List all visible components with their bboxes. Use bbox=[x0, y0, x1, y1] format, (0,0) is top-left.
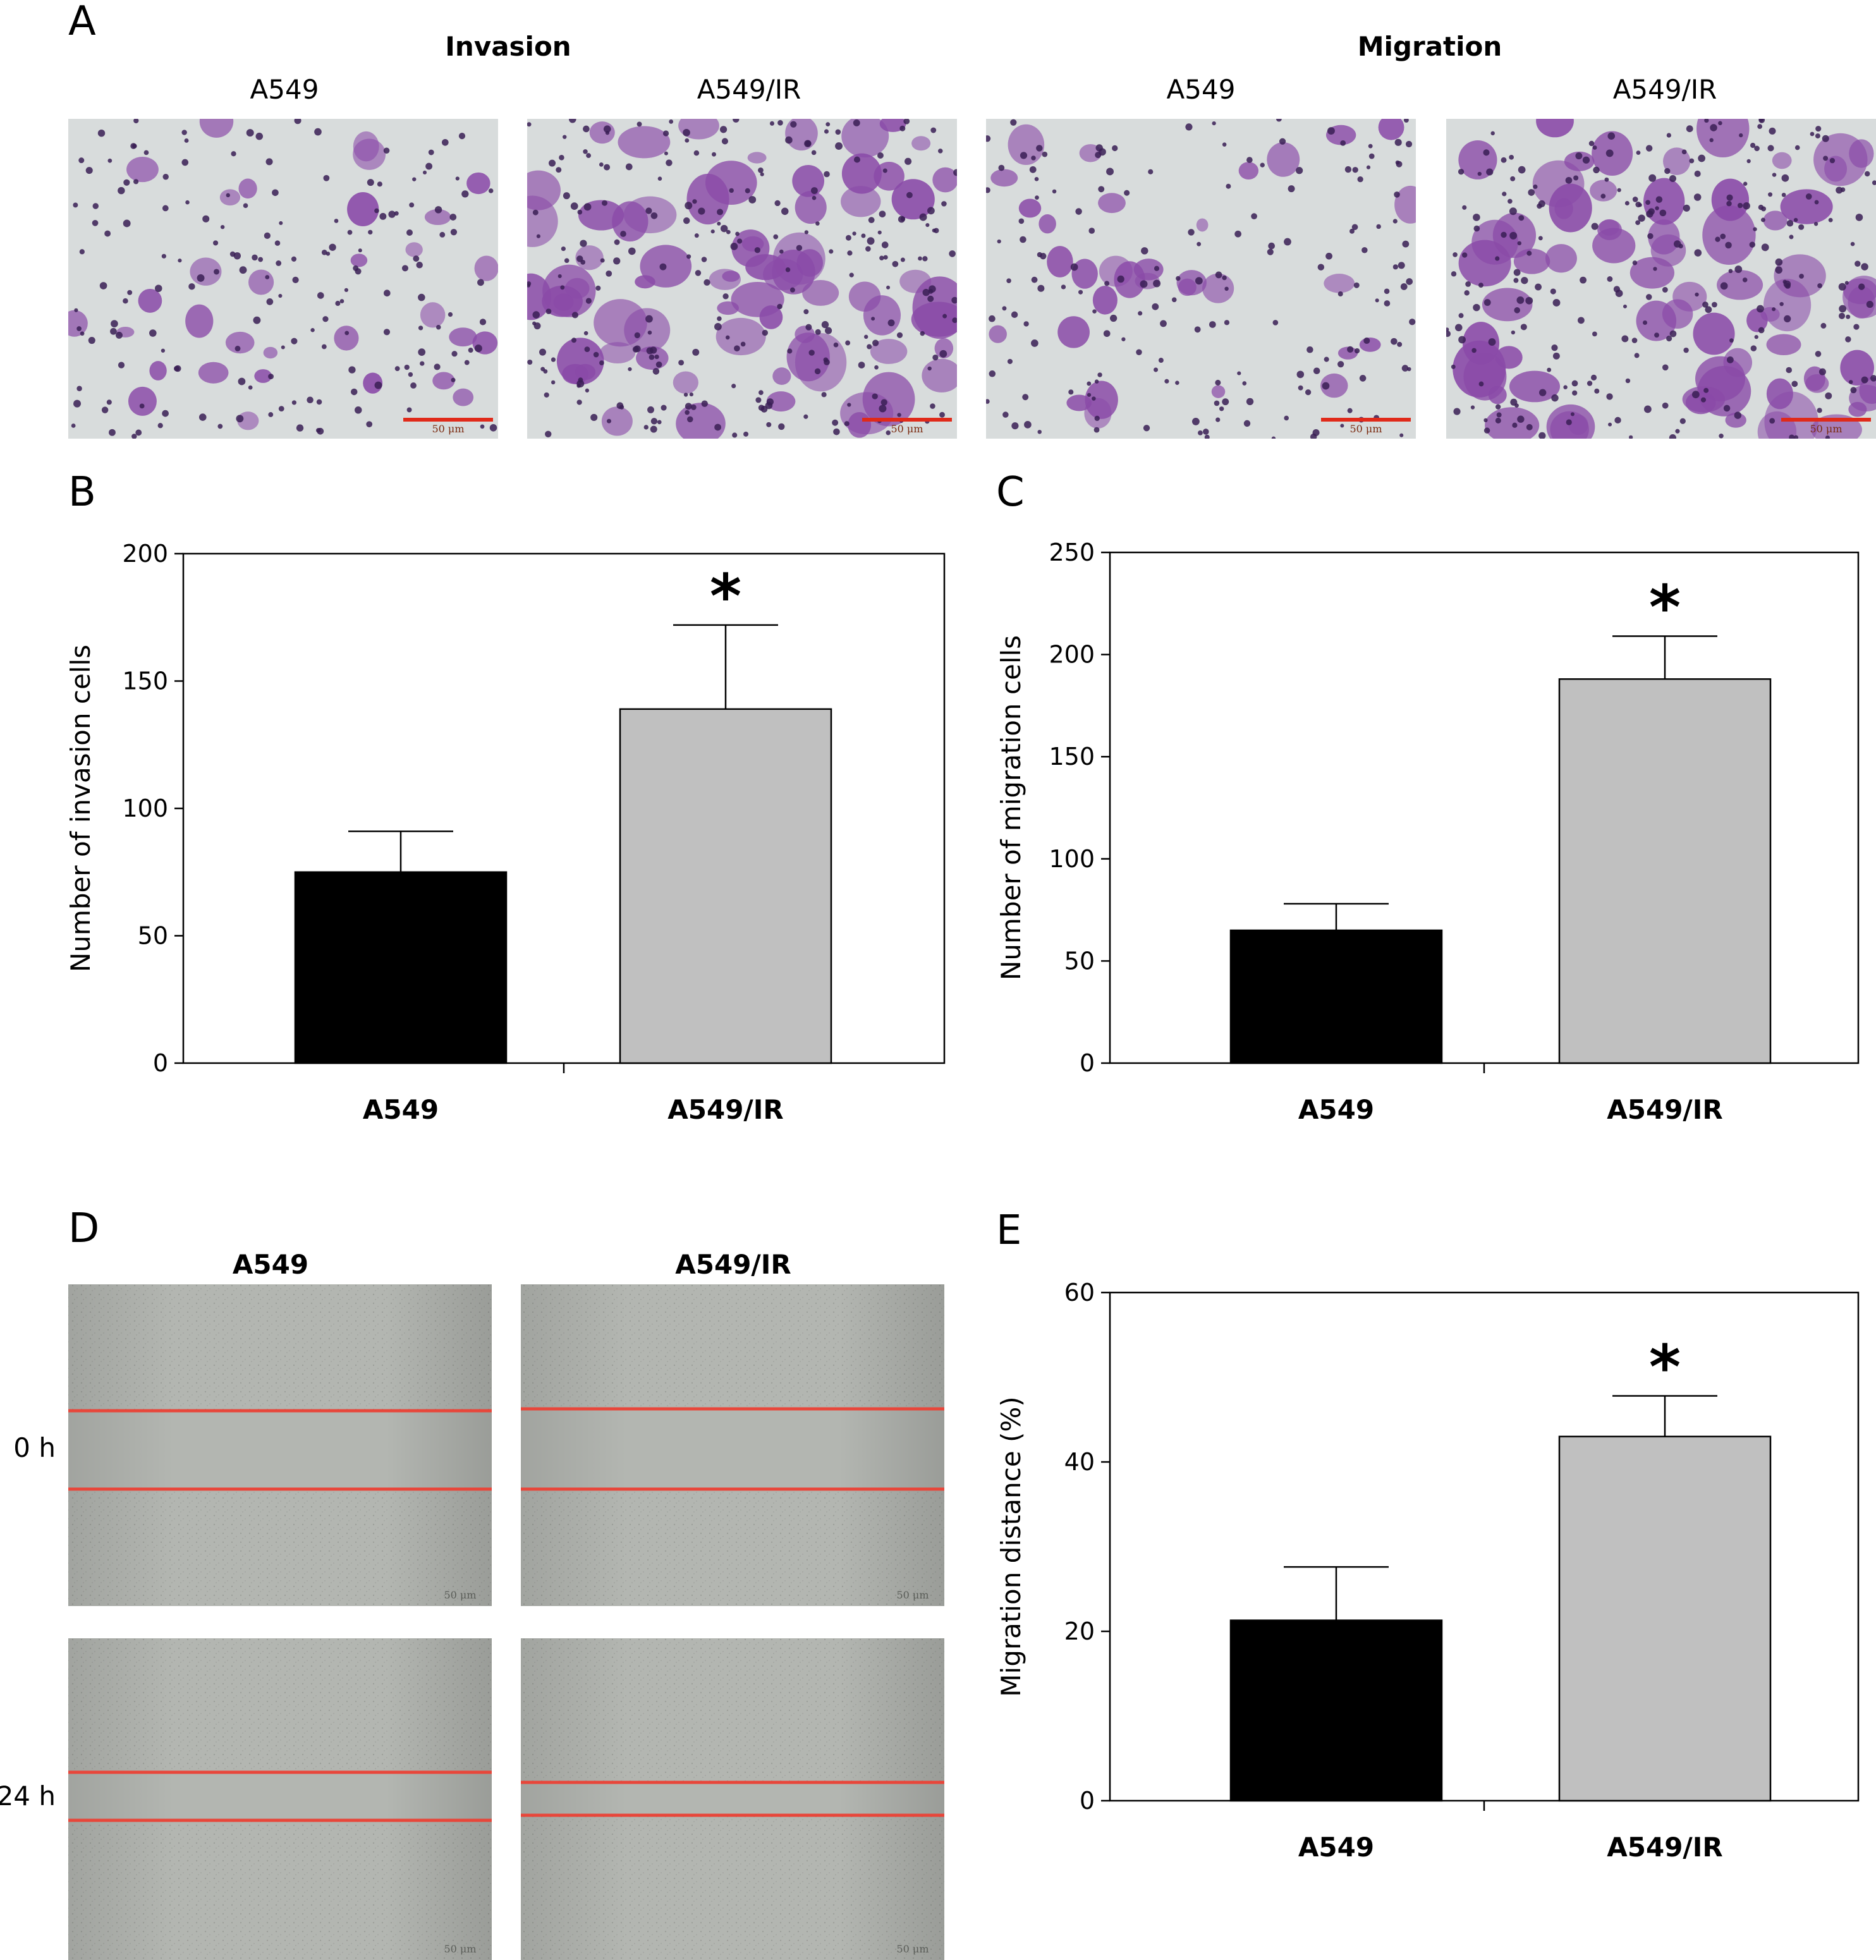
y-tick-label: 250 bbox=[1049, 539, 1095, 566]
significance-star: * bbox=[710, 561, 741, 632]
micrograph-invasion-a549: 50 μm bbox=[68, 119, 498, 439]
bar-a549 bbox=[294, 871, 508, 1064]
scratch-micrographs: 50 μm 50 μm 50 μm 50 μm bbox=[68, 1284, 944, 1960]
significance-star: * bbox=[1649, 573, 1681, 643]
invasion-col-a549: A549 bbox=[250, 74, 319, 105]
significance-star: * bbox=[1649, 1332, 1681, 1403]
panel-letter-a: A bbox=[68, 0, 96, 45]
category-label: A549/IR bbox=[1607, 1832, 1722, 1863]
bar-a549-ir bbox=[1558, 1435, 1772, 1802]
category-label: A549/IR bbox=[667, 1094, 783, 1125]
y-tick-label: 100 bbox=[122, 794, 168, 822]
scratch-col-a549ir: A549/IR bbox=[675, 1249, 791, 1280]
y-tick-label: 200 bbox=[1049, 641, 1095, 669]
scratch-col-a549: A549 bbox=[233, 1249, 308, 1280]
y-tick-label: 50 bbox=[1064, 947, 1095, 975]
scratch-image-a549-0h: 50 μm bbox=[68, 1284, 492, 1606]
panel-letter-b: B bbox=[68, 469, 96, 516]
y-tick-label: 0 bbox=[1080, 1049, 1095, 1077]
y-tick-label: 200 bbox=[122, 540, 168, 568]
row-label-24h: 24 h bbox=[0, 1780, 56, 1811]
bar-a549 bbox=[1229, 929, 1443, 1064]
y-tick-label: 60 bbox=[1064, 1279, 1095, 1306]
scale-bar-label: 50 μm bbox=[432, 423, 464, 435]
chart-migration: 0 50 100 150 200 250 A549 A549/IR * Number of mig… bbox=[996, 539, 1860, 1125]
y-tick-label: 0 bbox=[1080, 1787, 1095, 1815]
scale-bar-label: 50 μm bbox=[1349, 423, 1382, 435]
y-tick-label: 40 bbox=[1064, 1448, 1095, 1476]
micrograph-migration-a549ir: 50 μm bbox=[1446, 119, 1876, 439]
migration-title: Migration bbox=[1358, 31, 1502, 62]
y-axis-label: Number of invasion cells bbox=[65, 645, 96, 972]
scratch-image-a549ir-24h: 50 μm bbox=[521, 1638, 944, 1960]
scale-bar-label: 50 μm bbox=[444, 1943, 476, 1955]
invasion-title: Invasion bbox=[445, 31, 571, 62]
scratch-image-a549-24h: 50 μm bbox=[68, 1638, 492, 1960]
category-label: A549 bbox=[363, 1094, 439, 1125]
scale-bar-label: 50 μm bbox=[896, 1589, 929, 1601]
category-label: A549 bbox=[1298, 1094, 1374, 1125]
chart-migration-distance: 0 20 40 60 A549 A549/IR * Migration distance (%… bbox=[996, 1279, 1860, 1863]
migration-col-a549: A549 bbox=[1167, 74, 1236, 105]
micrograph-invasion-a549ir: 50 μm bbox=[527, 119, 957, 439]
panel-letter-e: E bbox=[996, 1207, 1021, 1254]
row-label-0h: 0 h bbox=[13, 1432, 56, 1463]
scale-bar-label: 50 μm bbox=[891, 423, 923, 435]
category-label: A549 bbox=[1298, 1832, 1374, 1863]
y-tick-label: 20 bbox=[1064, 1617, 1095, 1645]
panel-letter-d: D bbox=[68, 1205, 99, 1252]
chart-invasion: 0 50 100 150 200 A549 A549/IR * Number of invasi… bbox=[65, 540, 946, 1125]
migration-col-a549ir: A549/IR bbox=[1613, 74, 1717, 105]
invasion-col-a549ir: A549/IR bbox=[697, 74, 801, 105]
category-label: A549/IR bbox=[1607, 1094, 1722, 1125]
transwell-micrographs: 50 μm 50 μm 50 μm 50 μm bbox=[68, 119, 1876, 439]
y-tick-label: 100 bbox=[1049, 845, 1095, 873]
micrograph-migration-a549: 50 μm bbox=[986, 119, 1416, 439]
scratch-image-a549ir-0h: 50 μm bbox=[521, 1284, 944, 1606]
y-tick-label: 0 bbox=[153, 1049, 168, 1077]
y-axis-label: Number of migration cells bbox=[996, 635, 1026, 980]
y-tick-label: 50 bbox=[138, 922, 168, 950]
bar-a549 bbox=[1229, 1619, 1443, 1802]
scale-bar-label: 50 μm bbox=[1810, 423, 1842, 435]
y-tick-label: 150 bbox=[1049, 743, 1095, 770]
bar-a549-ir bbox=[619, 708, 832, 1064]
y-tick-label: 150 bbox=[122, 667, 168, 695]
scale-bar-label: 50 μm bbox=[896, 1943, 929, 1955]
bar-a549-ir bbox=[1558, 678, 1772, 1064]
y-axis-label: Migration distance (%) bbox=[996, 1396, 1026, 1696]
scale-bar-label: 50 μm bbox=[444, 1589, 476, 1601]
panel-letter-c: C bbox=[996, 469, 1025, 516]
